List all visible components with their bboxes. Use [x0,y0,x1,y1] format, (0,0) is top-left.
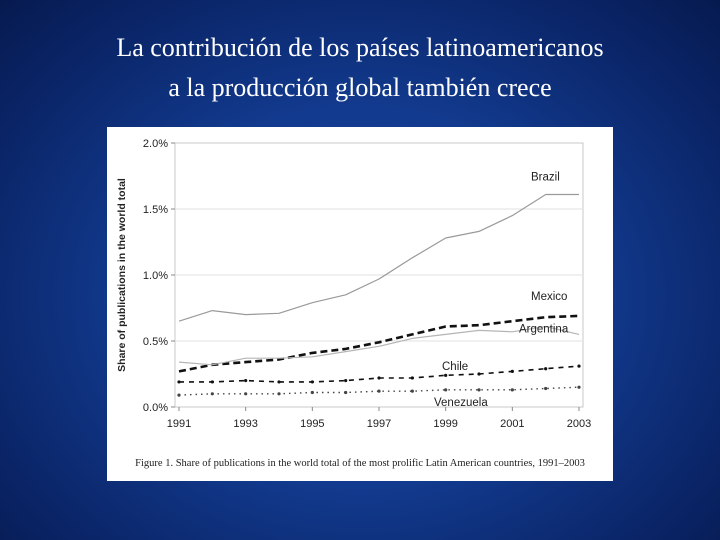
slide-title-line-2: a la producción global también crece [168,73,552,102]
series-label-mexico: Mexico [531,291,567,303]
data-point-venezuela [410,389,414,393]
slide-title-line-1: La contribución de los países latinoamer… [116,33,604,62]
data-point-venezuela [377,389,381,393]
x-tick-label: 1993 [233,418,257,430]
data-point-chile [444,373,448,377]
x-tick-label: 1991 [167,418,191,430]
data-point-chile [210,380,214,384]
y-tick-label: 0.0% [143,402,168,414]
data-point-chile [510,369,514,373]
data-point-chile [577,364,581,368]
y-tick-label: 1.5% [143,204,168,216]
series-label-argentina: Argentina [519,323,569,335]
data-point-venezuela [210,392,214,396]
data-point-chile [310,380,314,384]
y-tick-label: 1.0% [143,270,168,282]
data-point-chile [244,379,248,383]
series-line-argentina [178,325,580,366]
series-label-chile: Chile [442,361,468,373]
y-axis-label: Share of publications in the world total [116,178,128,372]
series-line-mexico [178,314,580,373]
data-point-venezuela [544,386,548,391]
series-label-brazil: Brazil [531,171,560,183]
x-tick-label: 2003 [567,418,591,430]
data-point-chile [410,376,414,380]
data-point-venezuela [344,390,348,395]
data-point-venezuela [444,388,448,392]
series-label-venezuela: Venezuela [434,397,488,409]
data-point-venezuela [510,388,514,392]
data-point-venezuela [577,385,581,389]
data-point-venezuela [310,390,314,395]
figure-caption: Figure 1. Share of publications in the w… [135,458,585,469]
figure-panel: 0.0% 0.5% 1.0% 1.5% 2.0% 1991 1993 1995 1997 1999… [107,127,613,481]
data-point-chile [377,376,381,380]
data-point-chile [544,367,548,371]
data-point-venezuela [177,393,181,397]
line-chart: 0.0% 0.5% 1.0% 1.5% 2.0% 1991 1993 1995 1997 1999… [116,138,591,430]
y-tick-label: 2.0% [143,138,168,150]
data-point-chile [477,372,481,376]
series-line-brazil [178,193,579,322]
x-tick-label: 1999 [433,418,457,430]
x-tick-label: 2001 [500,418,524,430]
y-tick-label: 0.5% [143,336,168,348]
data-point-chile [177,380,181,384]
x-tick-label: 1995 [300,418,324,430]
x-tick-label: 1997 [367,418,391,430]
slide-title: La contribución de los países latinoamer… [0,28,720,108]
data-point-chile [344,379,348,383]
data-point-venezuela [244,392,248,396]
data-point-chile [277,380,281,384]
data-point-venezuela [277,392,281,396]
data-point-venezuela [477,388,481,392]
